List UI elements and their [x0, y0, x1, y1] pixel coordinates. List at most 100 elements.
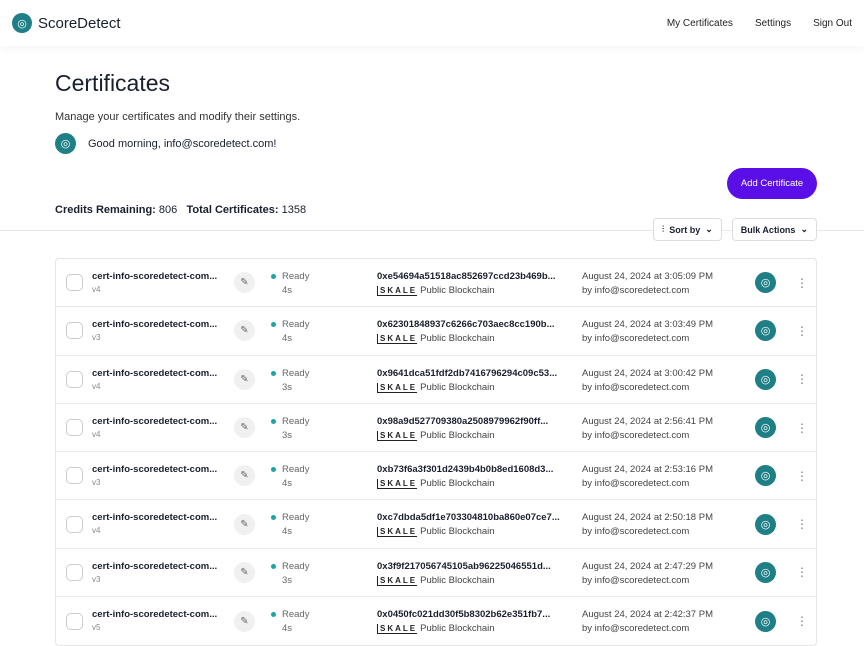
status-dot-icon: [271, 370, 276, 376]
cert-version: v3: [92, 574, 101, 584]
greeting-text: Good morning, info@scoredetect.com!: [88, 137, 277, 150]
tx-hash[interactable]: 0x62301848937c6266c703aec8cc190b...: [377, 319, 555, 331]
tx-hash[interactable]: 0x9641dca51fdf2db7416796294c09c53...: [377, 367, 558, 379]
more-options-icon[interactable]: ⋮: [796, 614, 808, 629]
status: Ready 3s: [271, 416, 309, 441]
sliders-icon: ⫶: [661, 224, 665, 234]
status-time: 3s: [282, 574, 293, 586]
fingerprint-icon[interactable]: ◎: [755, 368, 776, 390]
row-checkbox[interactable]: [66, 322, 83, 340]
table-row[interactable]: cert-info-scoredetect-com... v3 ✎ Ready 4s…: [56, 307, 816, 356]
table-row[interactable]: cert-info-scoredetect-com... v3 ✎ Ready 4s…: [56, 452, 816, 501]
more-options-icon[interactable]: ⋮: [796, 323, 808, 338]
cert-date: August 24, 2024 at 3:03:49 PM: [582, 319, 713, 331]
fingerprint-icon: ◎: [55, 133, 76, 154]
edit-icon[interactable]: ✎: [234, 368, 255, 390]
cert-author: by info@scoredetect.com: [582, 526, 690, 538]
bulk-actions-button[interactable]: Bulk Actions ⌄: [731, 218, 817, 241]
nav-settings[interactable]: Settings: [754, 17, 792, 29]
edit-icon[interactable]: ✎: [234, 465, 255, 487]
total-value: 1358: [281, 204, 307, 216]
nav-sign-out[interactable]: Sign Out: [813, 17, 852, 29]
row-checkbox[interactable]: [66, 274, 83, 292]
more-options-icon[interactable]: ⋮: [796, 372, 808, 387]
tx-hash[interactable]: 0xb73f6a3f301d2439b4b0b8ed1608d3...: [377, 464, 554, 476]
row-checkbox[interactable]: [66, 419, 83, 437]
status: Ready 4s: [271, 609, 309, 634]
status: Ready 3s: [271, 368, 309, 393]
nav-my-certificates[interactable]: My Certificates: [666, 17, 733, 29]
cert-name[interactable]: cert-info-scoredetect-com...: [92, 367, 218, 379]
tx-hash[interactable]: 0x98a9d527709380a2508979962f90ff...: [377, 415, 549, 427]
table-row[interactable]: cert-info-scoredetect-com... v3 ✎ Ready 3s…: [56, 549, 816, 598]
status-text: Ready: [282, 367, 310, 379]
fingerprint-icon[interactable]: ◎: [755, 272, 776, 294]
table-row[interactable]: cert-info-scoredetect-com... v5 ✎ Ready 4s…: [56, 597, 816, 645]
row-checkbox[interactable]: [66, 612, 83, 630]
edit-icon[interactable]: ✎: [234, 513, 255, 535]
status-text: Ready: [282, 560, 310, 572]
fingerprint-icon[interactable]: ◎: [755, 561, 776, 583]
edit-icon[interactable]: ✎: [234, 417, 255, 439]
status-dot-icon: [271, 418, 276, 424]
tx-hash[interactable]: 0xe54694a51518ac852697ccd23b469b...: [377, 271, 556, 282]
edit-icon[interactable]: ✎: [234, 272, 255, 294]
more-options-icon[interactable]: ⋮: [796, 468, 808, 483]
status: Ready 4s: [271, 319, 309, 344]
logo[interactable]: ◎ ScoreDetect: [12, 13, 121, 33]
cert-date: August 24, 2024 at 2:47:29 PM: [582, 560, 713, 572]
more-options-icon[interactable]: ⋮: [796, 275, 808, 290]
edit-icon[interactable]: ✎: [234, 320, 255, 342]
status-time: 3s: [282, 429, 293, 441]
table-row[interactable]: cert-info-scoredetect-com... v4 ✎ Ready 3s…: [56, 356, 816, 404]
row-checkbox[interactable]: [66, 563, 83, 581]
chain-name: Public Blockchain: [420, 285, 495, 296]
add-certificate-button[interactable]: Add Certificate: [727, 168, 817, 199]
tx-hash[interactable]: 0x0450fc021dd30f5b8302b62e351fb7...: [377, 609, 551, 621]
more-options-icon[interactable]: ⋮: [796, 517, 808, 532]
cert-date: August 24, 2024 at 2:56:41 PM: [582, 415, 713, 427]
tx-hash[interactable]: 0x3f9f217056745105ab96225046551d...: [377, 560, 551, 572]
cert-name[interactable]: cert-info-scoredetect-com...: [92, 464, 218, 476]
status-text: Ready: [282, 464, 310, 476]
status-dot-icon: [271, 563, 276, 569]
fingerprint-icon[interactable]: ◎: [755, 465, 776, 487]
edit-icon[interactable]: ✎: [234, 561, 255, 583]
row-checkbox[interactable]: [66, 515, 83, 533]
status-time: 4s: [282, 526, 293, 538]
chain-name: Public Blockchain: [420, 623, 495, 635]
table-row[interactable]: cert-info-scoredetect-com... v4 ✎ Ready 3s…: [56, 404, 816, 453]
fingerprint-icon[interactable]: ◎: [755, 417, 776, 439]
sort-button[interactable]: ⫶ Sort by ⌄: [652, 218, 722, 241]
certificate-list: cert-info-scoredetect-com... v4 ✎ Ready 4s…: [55, 258, 817, 646]
cert-name[interactable]: cert-info-scoredetect-com...: [92, 415, 218, 427]
tx-hash[interactable]: 0xc7dbda5df1e703304810ba860e07ce7...: [377, 512, 560, 524]
cert-name[interactable]: cert-info-scoredetect-com...: [92, 271, 218, 282]
cert-name[interactable]: cert-info-scoredetect-com...: [92, 319, 218, 331]
status-dot-icon: [271, 467, 276, 473]
skale-logo: SKALE: [377, 334, 418, 345]
table-row[interactable]: cert-info-scoredetect-com... v4 ✎ Ready 4s…: [56, 500, 816, 549]
top-nav: My Certificates Settings Sign Out: [667, 18, 852, 29]
row-checkbox[interactable]: [66, 467, 83, 485]
cert-name[interactable]: cert-info-scoredetect-com...: [92, 609, 218, 621]
table-row[interactable]: cert-info-scoredetect-com... v4 ✎ Ready 4s…: [56, 259, 816, 308]
credits-label: Credits Remaining:: [55, 204, 156, 216]
more-options-icon[interactable]: ⋮: [796, 565, 808, 580]
fingerprint-icon[interactable]: ◎: [755, 513, 776, 535]
skale-logo: SKALE: [377, 575, 418, 586]
cert-name[interactable]: cert-info-scoredetect-com...: [92, 512, 218, 524]
greeting: ◎ Good morning, info@scoredetect.com!: [55, 133, 809, 154]
total-label: Total Certificates:: [186, 204, 279, 216]
fingerprint-icon[interactable]: ◎: [755, 610, 776, 632]
status-dot-icon: [271, 515, 276, 521]
edit-icon[interactable]: ✎: [234, 610, 255, 632]
chain-name: Public Blockchain: [420, 429, 495, 441]
more-options-icon[interactable]: ⋮: [796, 420, 808, 435]
fingerprint-icon[interactable]: ◎: [755, 320, 776, 342]
status: Ready 4s: [271, 271, 309, 296]
toolbar: ⫶ Sort by ⌄ Bulk Actions ⌄: [652, 218, 817, 241]
cert-name[interactable]: cert-info-scoredetect-com...: [92, 560, 218, 572]
status-time: 4s: [282, 623, 293, 635]
row-checkbox[interactable]: [66, 370, 83, 388]
